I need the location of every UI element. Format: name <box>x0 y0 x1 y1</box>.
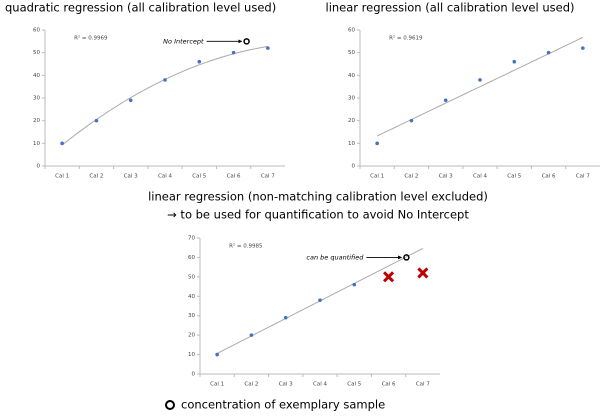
x-tick-label: Cal 2 <box>244 382 258 388</box>
chart-title: linear regression (non-matching calibrat… <box>148 190 488 204</box>
annotation: No Intercept <box>163 37 204 45</box>
legend-symbol <box>165 400 175 410</box>
chart-title: linear regression (all calibration level… <box>326 1 575 15</box>
trendline <box>376 36 584 137</box>
y-tick-label: 40 <box>33 73 40 79</box>
y-tick-label: 70 <box>188 236 195 242</box>
x-tick-label: Cal 5 <box>192 174 206 180</box>
y-tick-label: 40 <box>348 73 355 79</box>
y-tick-label: 40 <box>188 294 195 300</box>
caption: concentration of exemplary sample <box>181 398 385 412</box>
x-tick-label: Cal 3 <box>279 382 293 388</box>
x-tick-label: Cal 1 <box>370 174 384 180</box>
data-point <box>94 118 99 123</box>
data-point <box>546 50 551 55</box>
data-point <box>249 333 254 337</box>
y-tick-label: 0 <box>352 164 356 170</box>
data-point <box>215 352 219 357</box>
y-tick-label: 10 <box>348 141 355 147</box>
excluded-point <box>417 267 429 279</box>
x-tick-label: Cal 6 <box>227 174 241 180</box>
y-tick-label: 0 <box>192 372 196 378</box>
data-point <box>478 78 482 82</box>
y-tick-label: 60 <box>348 28 355 34</box>
x-tick-label: Cal 7 <box>261 174 275 180</box>
x-tick-label: Cal 2 <box>89 174 103 180</box>
x-tick-label: Cal 5 <box>507 174 521 180</box>
x-tick-label: Cal 3 <box>439 174 453 180</box>
x-tick-label: Cal 4 <box>473 174 487 180</box>
data-point <box>375 141 379 146</box>
y-tick-label: 10 <box>33 141 40 147</box>
y-tick-label: 30 <box>348 96 355 102</box>
annotation: can be quantified <box>306 253 364 261</box>
x-tick-label: Cal 4 <box>313 382 327 388</box>
y-tick-label: 10 <box>188 352 195 358</box>
x-tick-label: Cal 7 <box>416 382 430 388</box>
x-tick-label: Cal 1 <box>55 174 69 180</box>
x-tick-label: Cal 7 <box>576 174 590 180</box>
y-tick-label: 60 <box>188 255 195 261</box>
y-tick-label: 30 <box>33 96 40 102</box>
data-point <box>512 59 517 64</box>
sample-point <box>243 38 250 45</box>
y-tick-label: 60 <box>33 28 40 34</box>
y-tick-label: 50 <box>188 274 195 280</box>
r-squared: R² = 0.9969 <box>74 35 108 42</box>
x-tick-label: Cal 6 <box>382 382 396 388</box>
r-squared: R² = 0.9619 <box>389 35 423 42</box>
y-tick-label: 50 <box>33 50 40 56</box>
y-tick-label: 30 <box>188 313 195 319</box>
x-tick-label: Cal 3 <box>124 174 138 180</box>
data-point <box>197 59 202 64</box>
data-point <box>128 98 133 103</box>
data-point <box>266 46 270 50</box>
y-tick-label: 0 <box>37 164 41 170</box>
trendline <box>61 45 268 146</box>
x-tick-label: Cal 1 <box>210 382 224 388</box>
chart-subtitle: → to be used for quantification to avoid… <box>167 208 469 222</box>
data-point <box>318 298 322 302</box>
x-tick-label: Cal 4 <box>158 174 172 180</box>
y-tick-label: 20 <box>348 118 355 124</box>
x-tick-label: Cal 6 <box>542 174 556 180</box>
y-tick-label: 20 <box>33 118 40 124</box>
data-point <box>231 50 236 55</box>
data-point <box>409 118 414 123</box>
x-tick-label: Cal 5 <box>347 382 361 388</box>
data-point <box>163 78 167 82</box>
data-point <box>581 46 585 50</box>
y-tick-label: 50 <box>348 50 355 56</box>
chart-title: quadratic regression (all calibration le… <box>5 1 276 15</box>
sample-point <box>403 254 410 261</box>
excluded-point <box>383 271 395 283</box>
data-point <box>60 141 64 146</box>
r-squared: R² = 0.9985 <box>229 243 263 250</box>
data-point <box>352 282 357 287</box>
x-tick-label: Cal 2 <box>404 174 418 180</box>
data-point <box>283 315 288 320</box>
y-tick-label: 20 <box>188 333 195 339</box>
data-point <box>443 98 448 103</box>
